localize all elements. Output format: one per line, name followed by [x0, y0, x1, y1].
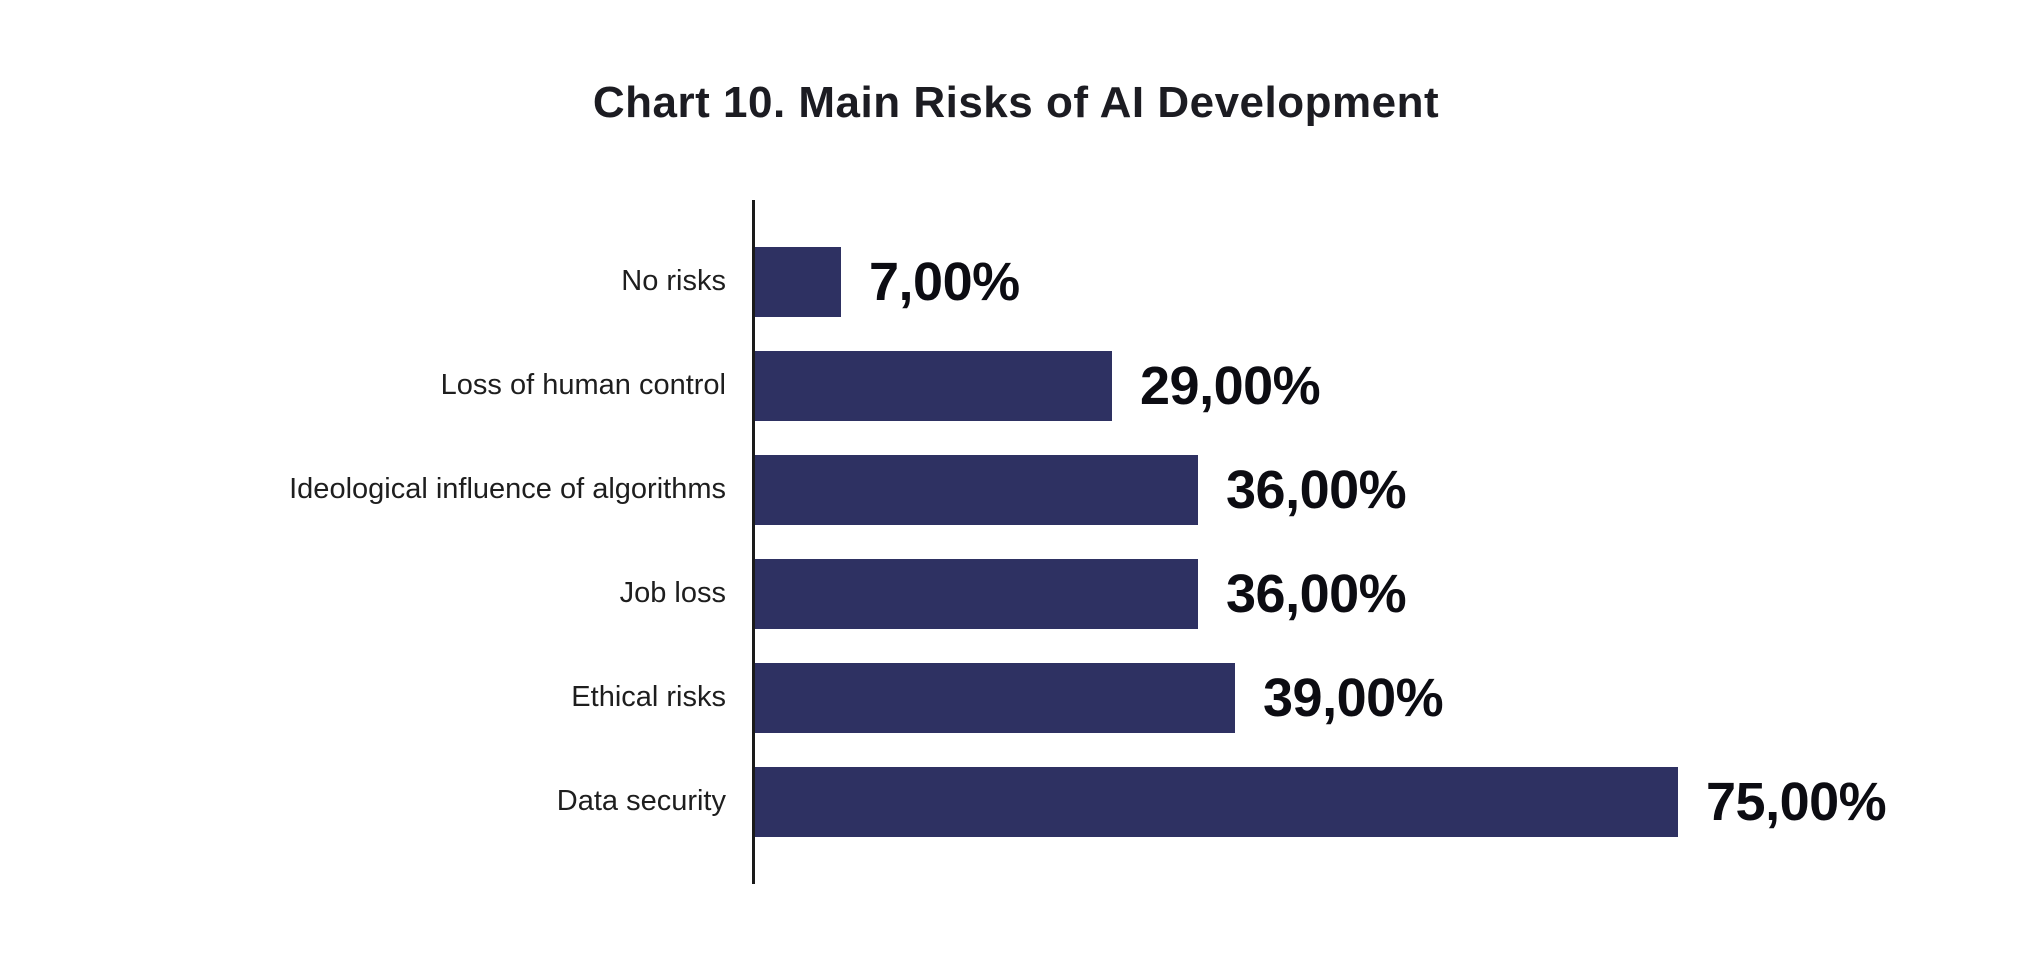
- category-label: Ethical risks: [571, 681, 726, 714]
- category-label: Job loss: [619, 577, 726, 610]
- chart-row: Job loss 36,00%: [0, 542, 2032, 646]
- page: Chart 10. Main Risks of AI Development N…: [0, 78, 2032, 973]
- chart-row: Ethical risks 39,00%: [0, 646, 2032, 750]
- chart-row: Ideological influence of algorithms 36,00…: [0, 438, 2032, 542]
- row-plot: 39,00%: [752, 646, 2032, 750]
- value-label: 36,00%: [1226, 460, 1407, 520]
- bar: [755, 663, 1235, 733]
- value-label: 39,00%: [1263, 668, 1444, 728]
- value-label: 75,00%: [1706, 772, 1887, 832]
- chart-row: Loss of human control 29,00%: [0, 334, 2032, 438]
- bar: [755, 247, 841, 317]
- bar: [755, 351, 1112, 421]
- row-plot: 75,00%: [752, 750, 2032, 854]
- value-label: 36,00%: [1226, 564, 1407, 624]
- bar: [755, 559, 1198, 629]
- row-plot: 36,00%: [752, 438, 2032, 542]
- bar-chart: No risks 7,00% Loss of human control 29,00%…: [0, 200, 2032, 884]
- category-label: Loss of human control: [440, 369, 726, 402]
- chart-row: Data security 75,00%: [0, 750, 2032, 854]
- category-label: Ideological influence of algorithms: [289, 473, 726, 506]
- bar: [755, 767, 1678, 837]
- chart-title: Chart 10. Main Risks of AI Development: [592, 78, 1440, 127]
- y-axis-line: [752, 200, 755, 884]
- chart-row: No risks 7,00%: [0, 230, 2032, 334]
- row-plot: 29,00%: [752, 334, 2032, 438]
- value-label: 7,00%: [869, 252, 1020, 312]
- row-plot: 36,00%: [752, 542, 2032, 646]
- category-label: Data security: [556, 785, 726, 818]
- bar: [755, 455, 1198, 525]
- category-label: No risks: [621, 265, 726, 298]
- row-plot: 7,00%: [752, 230, 2032, 334]
- value-label: 29,00%: [1140, 356, 1321, 416]
